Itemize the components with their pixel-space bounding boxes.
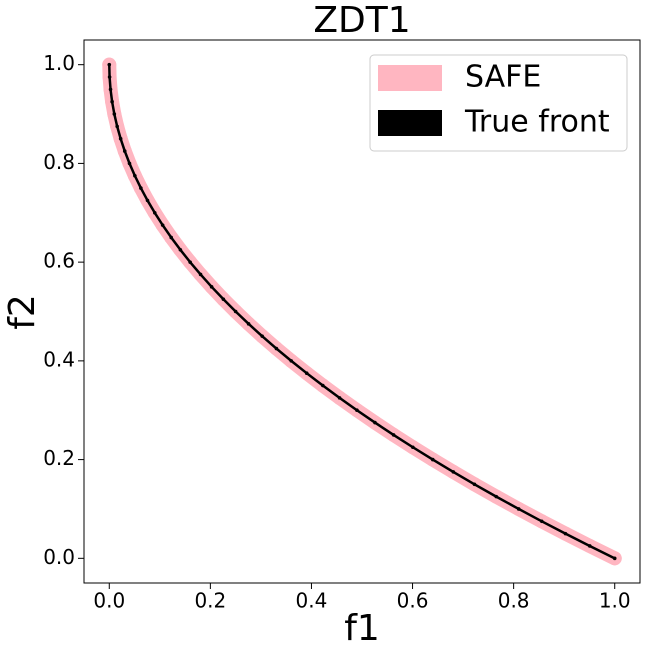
x-axis-label: f1 <box>344 608 380 649</box>
point <box>118 136 123 141</box>
point <box>563 531 568 536</box>
point <box>107 62 112 67</box>
x-tick-label: 0.8 <box>498 589 530 613</box>
point <box>411 445 415 450</box>
plot-frame <box>83 39 641 584</box>
point <box>289 359 294 363</box>
legend-swatch <box>378 65 442 91</box>
point <box>430 457 435 462</box>
point <box>127 161 132 166</box>
point <box>160 223 165 227</box>
point <box>373 420 377 425</box>
y-tick-label: 0.2 <box>43 446 75 470</box>
y-tick-label: 1.0 <box>43 51 75 75</box>
point <box>145 198 150 203</box>
point <box>108 87 113 92</box>
x-tick-label: 0.2 <box>194 589 226 613</box>
y-axis-label: f2 <box>2 294 43 330</box>
point <box>472 482 477 487</box>
point <box>169 235 173 240</box>
y-tick-label: 0.8 <box>43 150 75 174</box>
x-tick-label: 1.0 <box>599 589 631 613</box>
point <box>110 99 114 104</box>
point <box>107 75 112 79</box>
point <box>221 297 226 301</box>
y-tick-label: 0.6 <box>43 249 75 273</box>
point <box>133 173 137 178</box>
x-tick-label: 0.4 <box>296 589 328 613</box>
point <box>233 309 238 314</box>
point <box>391 433 396 437</box>
point <box>355 408 359 413</box>
point <box>122 149 127 153</box>
x-tick-label: 0.6 <box>397 589 429 613</box>
point <box>494 494 499 499</box>
point <box>198 272 203 277</box>
point <box>139 186 143 190</box>
point <box>516 507 521 511</box>
point <box>274 346 279 351</box>
y-tick-label: 0.0 <box>43 545 75 569</box>
legend-label: True front <box>464 105 610 140</box>
legend-swatch <box>378 110 442 136</box>
y-tick-label: 0.4 <box>43 347 75 371</box>
point <box>321 383 325 388</box>
point <box>260 334 264 338</box>
point <box>539 519 544 524</box>
x-tick-label: 0.0 <box>93 589 125 613</box>
point <box>612 556 617 561</box>
point <box>246 322 251 326</box>
point <box>337 396 342 400</box>
point <box>587 544 592 548</box>
point <box>152 210 157 215</box>
point <box>304 371 309 376</box>
point <box>115 124 119 129</box>
point <box>209 285 214 289</box>
point <box>178 247 183 252</box>
legend-label: SAFE <box>465 60 541 95</box>
point <box>112 112 117 116</box>
point <box>451 470 456 474</box>
point <box>188 260 192 264</box>
chart-title: ZDT1 <box>313 0 410 41</box>
